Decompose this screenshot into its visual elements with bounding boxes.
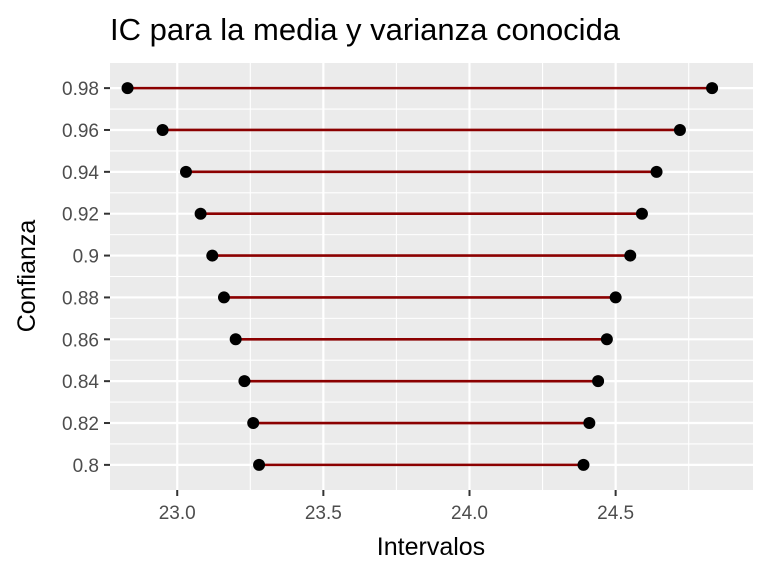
interval-endpoints [121, 82, 719, 471]
y-axis: 0.8 0.82 0.84 0.86 0.88 0.9 0.92 0.94 0.96 0.98 [62, 79, 110, 477]
lower-bound-point [238, 375, 251, 388]
y-tick-label: 0.84 [62, 372, 99, 393]
upper-bound-point [706, 82, 719, 95]
y-tick-label: 0.88 [62, 288, 99, 309]
upper-bound-point [577, 458, 590, 471]
lower-bound-point [217, 291, 230, 304]
y-tick-label: 0.98 [62, 79, 99, 100]
upper-bound-point [609, 291, 622, 304]
upper-bound-point [600, 333, 613, 346]
x-tick-label: 23.5 [305, 503, 342, 524]
y-tick-label: 0.96 [62, 121, 99, 142]
y-tick-label: 0.8 [73, 456, 99, 477]
x-axis: 23.0 23.5 24.0 24.5 [159, 490, 634, 524]
lower-bound-point [179, 165, 192, 178]
chart-title: IC para la media y varianza conocida [110, 12, 621, 47]
y-tick-label: 0.82 [62, 414, 99, 435]
x-axis-title: Intervalos [377, 533, 485, 561]
x-tick-label: 23.0 [159, 503, 196, 524]
y-axis-title: Confianza [13, 220, 41, 333]
lower-bound-point [229, 333, 242, 346]
x-tick-label: 24.0 [451, 503, 488, 524]
lower-bound-point [253, 458, 266, 471]
lower-bound-point [121, 82, 134, 95]
y-tick-label: 0.92 [62, 205, 99, 226]
upper-bound-point [583, 417, 596, 430]
minor-gridlines [110, 63, 753, 490]
upper-bound-point [592, 375, 605, 388]
lower-bound-point [206, 249, 219, 262]
lower-bound-point [156, 123, 169, 136]
y-tick-label: 0.86 [62, 330, 99, 351]
lower-bound-point [194, 207, 207, 220]
lower-bound-point [247, 417, 260, 430]
upper-bound-point [650, 165, 663, 178]
upper-bound-point [635, 207, 648, 220]
upper-bound-point [673, 123, 686, 136]
interval-segments [127, 86, 713, 467]
upper-bound-point [624, 249, 637, 262]
x-tick-label: 24.5 [597, 503, 634, 524]
y-tick-label: 0.9 [73, 247, 99, 268]
y-tick-label: 0.94 [62, 163, 99, 184]
